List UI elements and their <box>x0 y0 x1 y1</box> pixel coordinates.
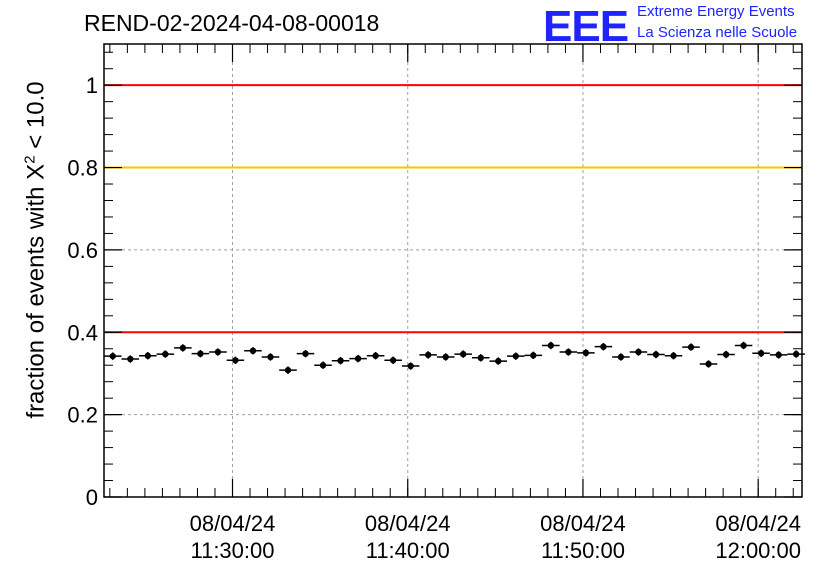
data-point <box>232 357 239 364</box>
data-point <box>477 354 484 362</box>
y-tick-label: 0.8 <box>67 156 98 181</box>
x-tick-label-date: 08/04/24 <box>365 511 451 536</box>
data-point <box>249 347 257 355</box>
y-tick-label: 0.6 <box>67 238 98 263</box>
x-tick-label-time: 11:40:00 <box>366 538 450 563</box>
y-tick-label: 0 <box>86 485 98 510</box>
data-point <box>600 343 607 350</box>
data-point <box>652 351 660 358</box>
data-point <box>354 355 362 362</box>
data-point <box>267 353 274 361</box>
x-tick-label-time: 11:30:00 <box>190 538 274 563</box>
x-tick-label-date: 08/04/24 <box>715 511 801 536</box>
data-point <box>162 350 169 358</box>
data-point <box>617 353 625 361</box>
data-point <box>319 362 327 369</box>
data-point <box>495 357 502 365</box>
data-point <box>460 350 467 358</box>
data-point <box>775 351 782 359</box>
data-point <box>214 348 222 356</box>
data-point <box>547 342 555 349</box>
logo-caption-line2: La Scienza nelle Scuole <box>637 24 798 41</box>
data-point <box>372 352 379 359</box>
data-point <box>179 344 187 352</box>
eee-logo: EEE <box>543 2 629 51</box>
data-point <box>635 348 642 356</box>
data-point <box>302 350 309 357</box>
data-point <box>687 343 695 351</box>
data-point <box>109 352 116 360</box>
data-point <box>705 360 712 368</box>
data-point <box>722 351 730 358</box>
data-point <box>582 349 590 357</box>
data-point <box>389 357 397 364</box>
x-tick-label-time: 11:50:00 <box>541 538 625 563</box>
data-point <box>670 352 677 359</box>
data-point <box>740 342 747 349</box>
data-point <box>512 352 519 360</box>
plot-frame <box>103 43 803 498</box>
y-tick-label: 0.4 <box>67 320 98 345</box>
data-point <box>127 355 134 363</box>
data-point <box>337 357 344 364</box>
data-point <box>144 352 152 359</box>
data-point <box>757 350 765 357</box>
data-point <box>197 350 204 357</box>
data-point <box>530 352 537 359</box>
x-tick-label-time: 12:00:00 <box>715 538 801 563</box>
data-point <box>792 350 800 358</box>
x-tick-label-date: 08/04/24 <box>540 511 626 536</box>
data-point <box>407 362 414 370</box>
data-point <box>284 366 292 374</box>
y-tick-label: 1 <box>86 73 98 98</box>
logo-caption-line1: Extreme Energy Events <box>637 3 795 20</box>
data-point <box>442 353 449 361</box>
chart-title: REND-02-2024-04-08-00018 <box>84 10 380 36</box>
data-point <box>565 348 572 356</box>
data-point <box>424 351 432 359</box>
x-tick-label-date: 08/04/24 <box>190 511 276 536</box>
y-tick-label: 0.2 <box>67 403 98 428</box>
